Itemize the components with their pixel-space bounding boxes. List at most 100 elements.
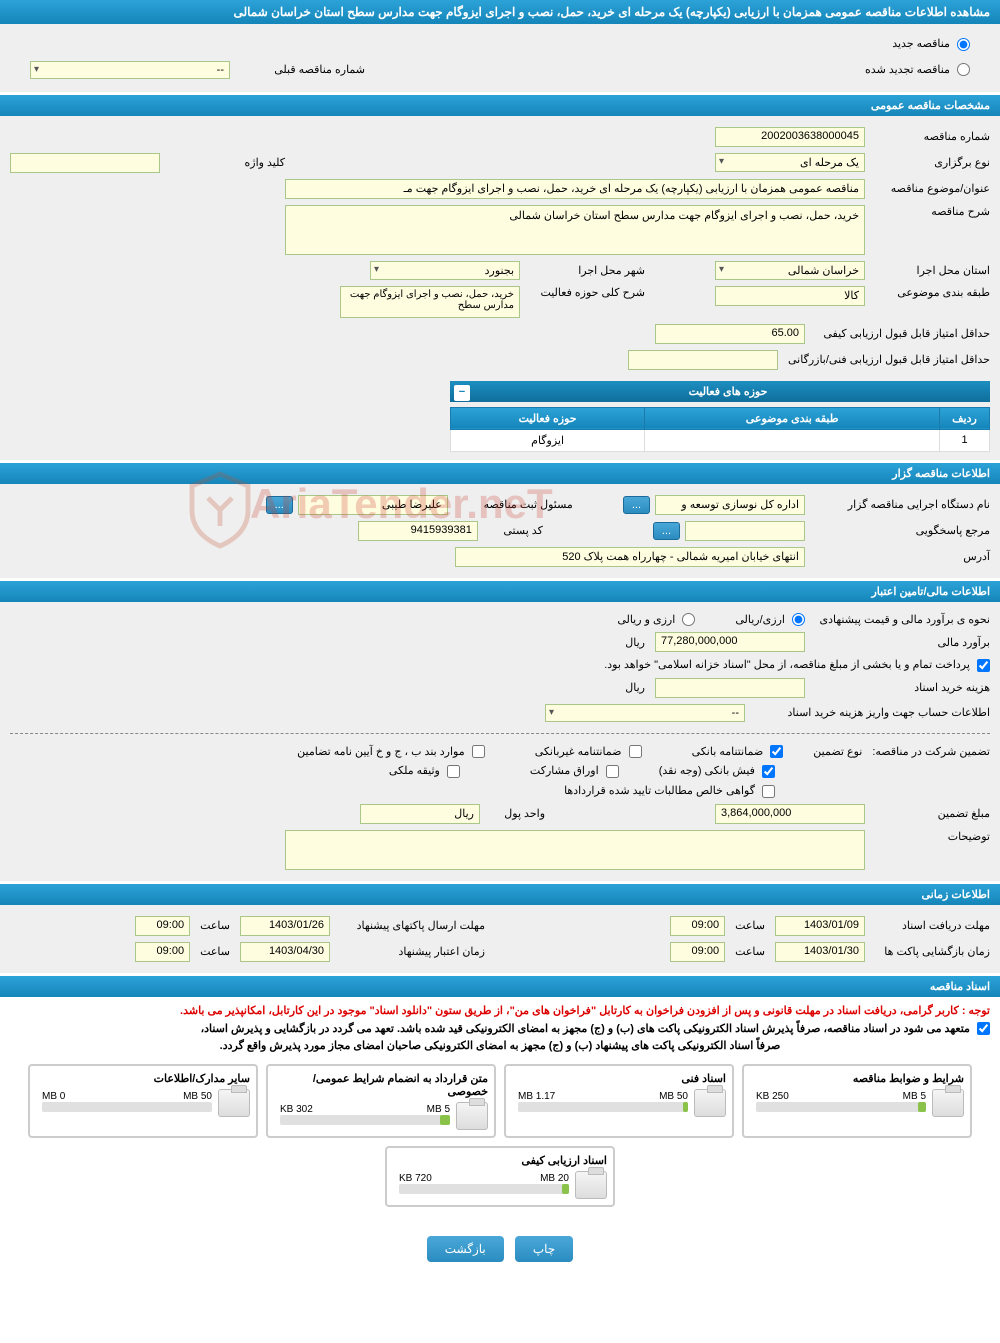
send-time[interactable]: 09:00 — [135, 916, 190, 936]
province-label: استان محل اجرا — [870, 264, 990, 277]
tender-type-block: مناقصه جدید مناقصه تجدید شده شماره مناقص… — [0, 24, 1000, 92]
doc-box[interactable]: متن قرارداد به انضمام شرایط عمومی/خصوصی … — [266, 1064, 496, 1138]
folder-icon — [694, 1089, 726, 1117]
responder-more-button[interactable]: ... — [653, 522, 680, 540]
open-label: زمان بازگشایی پاکت ها — [870, 945, 990, 958]
back-button[interactable]: بازگشت — [427, 1236, 504, 1262]
activity-label: شرح کلی حوزه فعالیت — [525, 286, 645, 299]
province-select[interactable]: خراسان شمالی — [715, 261, 865, 280]
activity-value: خرید، حمل، نصب و اجرای ایزوگام جهت مدارس… — [340, 286, 520, 318]
doc-title: متن قرارداد به انضمام شرایط عمومی/خصوصی — [274, 1072, 488, 1098]
chk-cash[interactable]: فیش بانکی (وجه نقد) — [659, 764, 775, 778]
participate-label: تضمین شرکت در مناقصه: — [867, 745, 990, 758]
doc-box[interactable]: شرایط و ضوابط مناقصه 5 MB 250 KB — [742, 1064, 972, 1138]
general-block: شماره مناقصه 2002003638000045 نوع برگزار… — [0, 116, 1000, 460]
send-date[interactable]: 1403/01/26 — [240, 916, 330, 936]
treasury-note: پرداخت تمام و یا بخشی از مبلغ مناقصه، از… — [604, 659, 970, 671]
receive-date[interactable]: 1403/01/09 — [775, 916, 865, 936]
currency-unit-value: ریال — [360, 804, 480, 824]
section-general: مشخصات مناقصه عمومی — [0, 95, 1000, 116]
chk-property[interactable]: وثیقه ملکی — [389, 764, 460, 778]
print-button[interactable]: چاپ — [515, 1236, 573, 1262]
responder-value[interactable] — [685, 521, 805, 541]
est-label: برآورد مالی — [810, 636, 990, 649]
account-select[interactable]: -- — [545, 704, 745, 722]
chk-receivables[interactable]: گواهی خالص مطالبات تایید شده قراردادها — [564, 784, 775, 798]
postal-value: 9415939381 — [358, 521, 478, 541]
tech-score-value[interactable] — [628, 350, 778, 370]
section-financial: اطلاعات مالی/تامین اعتبار — [0, 581, 1000, 602]
minimize-icon[interactable]: − — [454, 385, 470, 401]
city-select[interactable]: بجنورد — [370, 261, 520, 280]
chk-nonbank[interactable]: ضمانتنامه غیربانکی — [535, 745, 642, 759]
folder-icon — [218, 1089, 250, 1117]
opt-bylaw-label: موارد بند ب ، ج و خ آیین نامه تضامین — [297, 746, 464, 758]
opt-both-label: ارزی و ریالی — [617, 614, 675, 626]
commit-checkbox[interactable] — [977, 1022, 990, 1035]
treasury-checkbox[interactable]: پرداخت تمام و یا بخشی از مبلغ مناقصه، از… — [604, 658, 990, 672]
doc-title: سایر مدارک/اطلاعات — [36, 1072, 250, 1085]
responsible-more-button[interactable]: ... — [266, 496, 293, 514]
doc-limit: 20 MB — [540, 1173, 569, 1184]
opt-bank-label: ضمانتنامه بانکی — [692, 746, 764, 758]
holding-type-select[interactable]: یک مرحله ای — [715, 153, 865, 172]
col-row: ردیف — [940, 407, 990, 429]
opt-receivables-label: گواهی خالص مطالبات تایید شده قراردادها — [564, 785, 755, 797]
send-label: مهلت ارسال پاکتهای پیشنهاد — [335, 919, 485, 932]
time-word-1: ساعت — [730, 919, 770, 932]
open-date[interactable]: 1403/01/30 — [775, 942, 865, 962]
postal-label: کد پستی — [483, 524, 543, 537]
opt-nonbank-label: ضمانتنامه غیربانکی — [535, 746, 622, 758]
validity-time[interactable]: 09:00 — [135, 942, 190, 962]
category-value: کالا — [715, 286, 865, 306]
doc-title: اسناد فنی — [512, 1072, 726, 1085]
guarantee-amount-value[interactable]: 3,864,000,000 — [715, 804, 865, 824]
doc-box[interactable]: سایر مدارک/اطلاعات 50 MB 0 MB — [28, 1064, 258, 1138]
time-word-2: ساعت — [730, 945, 770, 958]
docs-note-1: متعهد می شود در اسناد مناقصه، صرفاً پذیر… — [0, 1020, 1000, 1038]
radio-both[interactable]: ارزی و ریالی — [617, 613, 695, 627]
separator — [10, 733, 990, 734]
chk-bylaw[interactable]: موارد بند ب ، ج و خ آیین نامه تضامین — [297, 745, 485, 759]
org-more-button[interactable]: ... — [623, 496, 650, 514]
section-docs: اسناد مناقصه — [0, 976, 1000, 997]
cell-act: ایزوگام — [451, 429, 645, 451]
table-row: 1 ایزوگام — [451, 429, 990, 451]
section-organizer: اطلاعات مناقصه گزار — [0, 463, 1000, 484]
col-activity: حوزه فعالیت — [451, 407, 645, 429]
col-category: طبقه بندی موضوعی — [645, 407, 940, 429]
doc-cost-value[interactable] — [655, 678, 805, 698]
radio-new-tender[interactable]: مناقصه جدید — [892, 38, 970, 50]
desc-value[interactable]: خرید، حمل، نصب و اجرای ایزوگام جهت مدارس… — [285, 205, 865, 255]
radio-renewed-tender[interactable]: مناقصه تجدید شده — [865, 63, 970, 77]
keyword-field[interactable] — [10, 153, 160, 173]
radio-renewed-label: مناقصه تجدید شده — [865, 64, 950, 76]
doc-progress — [42, 1102, 212, 1112]
validity-label: زمان اعتبار پیشنهاد — [335, 945, 485, 958]
title-value: مناقصه عمومی همزمان با ارزیابی (یکپارچه)… — [285, 179, 865, 199]
quality-score-value[interactable]: 65.00 — [655, 324, 805, 344]
folder-icon — [456, 1102, 488, 1130]
chk-securities[interactable]: اوراق مشارکت — [530, 764, 619, 778]
account-label: اطلاعات حساب جهت واریز هزینه خرید اسناد — [750, 706, 990, 719]
doc-box[interactable]: اسناد ارزیابی کیفی 20 MB 720 KB — [385, 1146, 615, 1207]
doc-box[interactable]: اسناد فنی 50 MB 1.17 MB — [504, 1064, 734, 1138]
validity-date[interactable]: 1403/04/30 — [240, 942, 330, 962]
doc-limit: 50 MB — [183, 1091, 212, 1102]
doc-progress — [756, 1102, 926, 1112]
open-time[interactable]: 09:00 — [670, 942, 725, 962]
notes-value[interactable] — [285, 830, 865, 870]
radio-currency[interactable]: ارزی/ریالی — [735, 613, 805, 627]
receive-time[interactable]: 09:00 — [670, 916, 725, 936]
responsible-label: مسئول ثبت مناقصه — [453, 498, 573, 511]
keyword-label: کلید واژه — [165, 156, 285, 169]
docs-grid: شرایط و ضوابط مناقصه 5 MB 250 KB اسناد ف… — [0, 1054, 1000, 1217]
desc-label: شرح مناقصه — [870, 205, 990, 218]
prev-number-select[interactable]: -- — [30, 61, 230, 79]
holding-type-label: نوع برگزاری — [870, 156, 990, 169]
chk-bank[interactable]: ضمانتنامه بانکی — [692, 745, 784, 759]
notes-label: توضیحات — [870, 830, 990, 843]
doc-size: 720 KB — [399, 1173, 432, 1184]
est-value[interactable]: 77,280,000,000 — [655, 632, 805, 652]
est-unit: ریال — [620, 636, 650, 649]
